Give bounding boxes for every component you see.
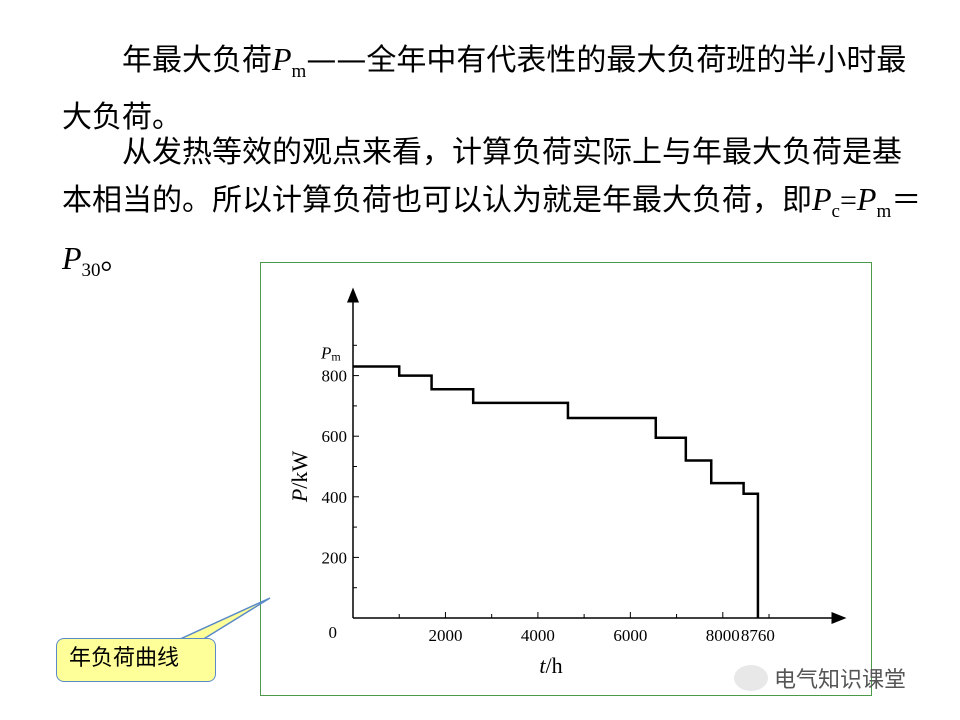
chart-frame: 2000 4000 6000 8000 8760 200 400 600 800 0 Pm t/h P… (260, 262, 872, 696)
axes (347, 287, 847, 624)
subscript: 30 (81, 260, 101, 281)
symbol-p: P (62, 240, 82, 276)
text-segment: 。 (100, 242, 131, 277)
equals-sign: = (839, 184, 857, 217)
x-tick-label: 4000 (521, 626, 555, 645)
y-tick-label: 400 (322, 488, 348, 507)
y-tick-label: 200 (322, 548, 348, 567)
symbol-p: P (812, 181, 832, 217)
x-axis-title: t/h (539, 653, 562, 678)
x-tick-label: 2000 (428, 626, 462, 645)
callout-annual-load-curve: 年负荷曲线 (56, 638, 216, 682)
load-step-line (353, 365, 760, 618)
watermark-text: 电气知识课堂 (774, 668, 907, 693)
symbol-p: P (856, 181, 877, 217)
paragraph-heat-equivalence: 从发热等效的观点来看，计算负荷实际上与年最大负荷是基本相当的。所以计算负荷也可以… (62, 130, 922, 294)
x-tick-label: 8760 (741, 626, 775, 645)
origin-label: 0 (329, 623, 338, 642)
load-series (353, 365, 760, 618)
watermark: 电气知识课堂 (734, 660, 906, 696)
pm-label: Pm (320, 344, 341, 364)
text-segment: 从发热等效的观点来看，计算负荷实际上与年最大负荷是基本相当的。所以计算负荷也可以… (62, 135, 902, 218)
paragraph-annual-max-load: 年最大负荷Pm——全年中有代表性的最大负荷班的半小时最大负荷。 (62, 36, 922, 141)
x-tick-label: 6000 (613, 626, 647, 645)
ticks (353, 344, 770, 618)
axis-titles: t/h P/kW (287, 451, 563, 678)
callout-label: 年负荷曲线 (69, 646, 180, 671)
x-tick-label: 8000 (706, 626, 740, 645)
symbol-p: P (272, 41, 292, 77)
y-axis-title: P/kW (287, 451, 312, 504)
subscript: m (291, 61, 307, 82)
chat-bubble-icon (734, 665, 768, 691)
y-tick-label: 600 (322, 427, 348, 446)
text-segment: 年最大负荷 (122, 43, 272, 78)
y-tick-label: 800 (322, 367, 348, 386)
text-segment: ——全年中有代表性的最大负荷班的半小时最大负荷。 (62, 43, 907, 135)
subscript: m (876, 201, 892, 222)
equals-sign: ＝ (891, 183, 922, 218)
subscript: c (831, 201, 840, 222)
